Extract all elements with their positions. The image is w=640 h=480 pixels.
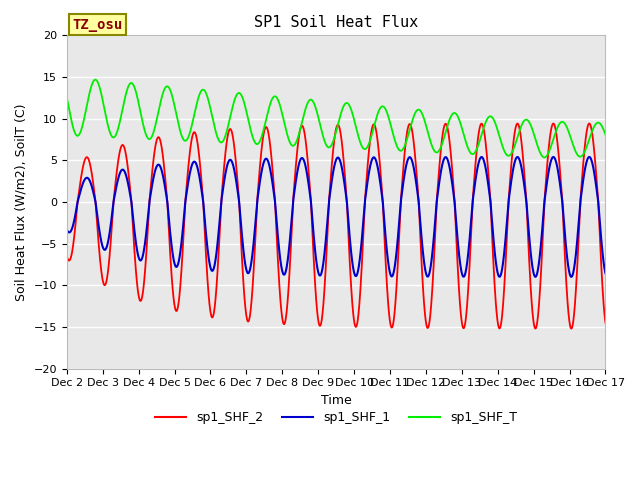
Text: TZ_osu: TZ_osu — [72, 18, 122, 32]
Title: SP1 Soil Heat Flux: SP1 Soil Heat Flux — [254, 15, 418, 30]
X-axis label: Time: Time — [321, 394, 351, 407]
Legend: sp1_SHF_2, sp1_SHF_1, sp1_SHF_T: sp1_SHF_2, sp1_SHF_1, sp1_SHF_T — [150, 406, 522, 429]
Y-axis label: Soil Heat Flux (W/m2), SoilT (C): Soil Heat Flux (W/m2), SoilT (C) — [15, 103, 28, 300]
